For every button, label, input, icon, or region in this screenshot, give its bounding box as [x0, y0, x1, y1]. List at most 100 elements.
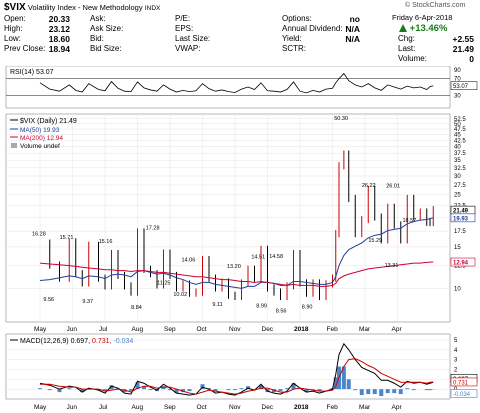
- macd-x-label: Jun: [67, 404, 78, 411]
- price-x-label: Jul: [99, 326, 108, 333]
- price-tick-label: 42.5: [454, 138, 466, 144]
- rsi-panel-frame: [5, 66, 451, 109]
- macd-tick-label: 5: [454, 338, 458, 344]
- col4-value: no: [349, 14, 360, 24]
- macd-histogram-bar: [317, 389, 322, 392]
- col2-label: Bid Size:: [90, 44, 122, 53]
- macd-histogram-bar: [38, 388, 42, 390]
- macd-x-label: Feb: [327, 404, 339, 411]
- macd-histogram-bar: [379, 389, 384, 397]
- macd-histogram-bar: [353, 389, 358, 391]
- quote-header: $VIX Volatility Index - New Methodology …: [0, 0, 480, 66]
- macd-histogram-bar: [187, 389, 192, 392]
- ma50-legend: MA(50) 19.93: [20, 127, 60, 134]
- macd-histogram-bar: [359, 389, 364, 396]
- price-x-label: May: [34, 326, 47, 333]
- rsi-legend: RSI(14) 53.07: [10, 69, 54, 76]
- col1-value: 18.60: [48, 34, 70, 44]
- macd-histogram-bar: [129, 389, 133, 392]
- exchange: INDX: [144, 5, 161, 12]
- security-name: Volatility Index - New Methodology: [27, 3, 143, 12]
- price-tick-label: 45: [454, 133, 461, 139]
- rsi-last-label: 53.07: [453, 84, 469, 90]
- macd-histogram-bar: [304, 389, 309, 393]
- col5-value: +2.55: [452, 34, 474, 44]
- arrow-up-icon: [399, 24, 407, 32]
- macd-histogram-bar: [148, 389, 153, 391]
- price-right-label: 12.94: [453, 261, 469, 267]
- price-tick-label: 32.5: [454, 166, 466, 172]
- macd-histogram-bar: [47, 389, 52, 391]
- col5-value: 21.49: [452, 44, 474, 54]
- col3-label: Last Size:: [175, 34, 211, 43]
- pct-change-value: +13.46%: [409, 23, 448, 34]
- rsi-last-box: [450, 81, 478, 90]
- macd-histogram-bar: [103, 389, 107, 392]
- macd-histogram-bar: [142, 386, 146, 390]
- col1-label: High:: [4, 24, 23, 33]
- price-annotation: 8.90: [302, 304, 313, 310]
- price-annotation: 9.37: [82, 299, 93, 305]
- rsi-line: [39, 72, 434, 94]
- macd-histogram-bar: [213, 389, 218, 392]
- volume-legend: Volume undef: [20, 143, 60, 150]
- macd-legend-title: MACD(12,26,9): [20, 338, 71, 345]
- macd-x-label: Dec: [262, 404, 274, 411]
- macd-right-label: 0.731: [453, 380, 469, 386]
- col4-label: Annual Dividend:: [282, 24, 343, 33]
- price-annotation: 14.58: [269, 254, 283, 260]
- rsi-tick-label: 70: [454, 77, 461, 83]
- price-x-label: Dec: [262, 326, 274, 333]
- price-x-label: Apr: [392, 326, 403, 333]
- price-annotation: 9.56: [43, 297, 54, 303]
- price-annotation: 26.22: [362, 183, 376, 189]
- price-right-label: 19.93: [453, 216, 469, 222]
- macd-histogram-bar: [372, 389, 377, 395]
- col5-value: 0: [469, 54, 474, 64]
- symbol: $VIX: [4, 2, 26, 13]
- copyright: © StockCharts.com: [405, 2, 466, 9]
- macd-legend-signal: 0.731,: [92, 338, 113, 345]
- macd-histogram-bar: [392, 389, 397, 394]
- col3-label: EPS:: [175, 24, 194, 33]
- col5-label: Volume:: [398, 54, 427, 63]
- macd-x-label: Nov: [229, 404, 241, 411]
- price-annotation: 15.16: [99, 239, 113, 245]
- col4-value: N/A: [345, 24, 360, 34]
- price-right-box: [450, 213, 476, 223]
- macd-histogram-bar: [135, 382, 140, 390]
- ma200-line: [39, 261, 434, 287]
- col1-value: 20.33: [48, 14, 70, 24]
- price-annotation: 8.56: [276, 308, 287, 314]
- price-tick-label: 52.5: [454, 117, 466, 123]
- price-tick-label: 10: [454, 286, 461, 292]
- col2-label: Bid:: [90, 34, 104, 43]
- price-x-label: Feb: [327, 326, 339, 333]
- col3-label: VWAP:: [175, 44, 201, 53]
- price-x-label: Mar: [359, 326, 371, 333]
- macd-x-label: Mar: [359, 404, 371, 411]
- macd-right-box: [450, 389, 478, 398]
- price-right-box: [450, 257, 476, 267]
- macd-tick-label: 4: [454, 348, 458, 354]
- macd-x-label: Oct: [197, 404, 207, 411]
- macd-histogram-bar: [333, 377, 338, 390]
- price-annotation: 13.20: [227, 264, 241, 270]
- macd-x-label: Apr: [392, 404, 403, 411]
- macd-histogram-bar: [57, 389, 62, 393]
- macd-histogram-bar: [291, 383, 296, 390]
- macd-histogram-bar: [67, 388, 72, 390]
- quote-date: Friday 6-Apr-2018: [392, 13, 453, 22]
- col1-label: Open:: [4, 14, 26, 23]
- col2-label: Ask:: [90, 14, 106, 23]
- price-legend-title: $VIX (Daily) 21.49: [20, 118, 77, 125]
- macd-histogram-bar: [174, 389, 179, 394]
- macd-x-label: Aug: [132, 404, 144, 411]
- col3-label: P/E:: [175, 14, 191, 23]
- price-x-label: Oct: [197, 326, 207, 333]
- price-tick-label: 35: [454, 158, 461, 164]
- macd-tick-label: 3: [454, 358, 458, 364]
- macd-right-box: [450, 377, 478, 387]
- price-tick-label: 40: [454, 145, 461, 151]
